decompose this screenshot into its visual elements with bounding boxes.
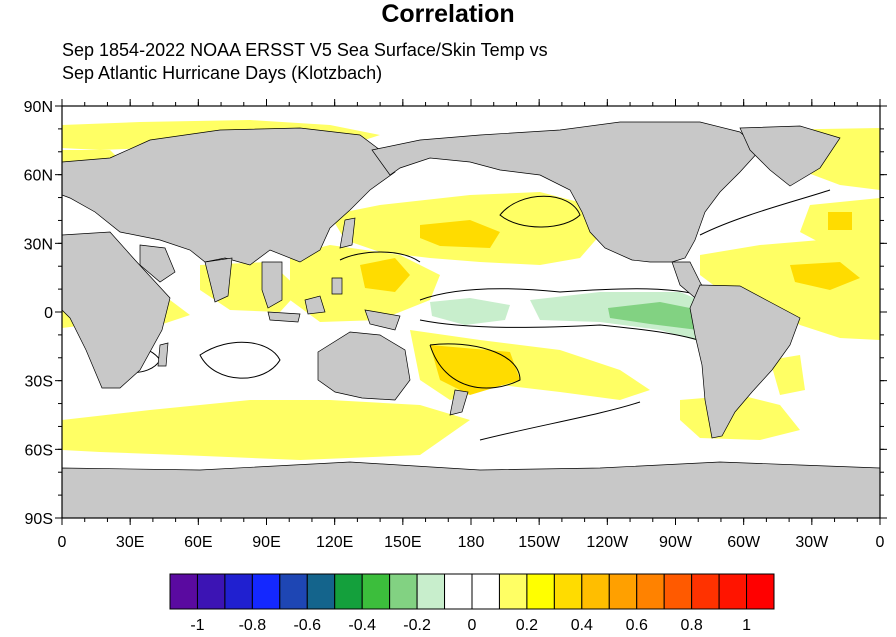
lon-label: 0 bbox=[876, 534, 885, 551]
colorbar-box bbox=[746, 573, 775, 610]
lon-label: 60W bbox=[727, 534, 761, 551]
colorbar-label: 0.4 bbox=[571, 617, 593, 634]
colorbar-label: 0 bbox=[468, 617, 477, 634]
longitude-labels: 0 30E 60E 90E 120E 150E 180 150W 120W 90W 60W 30W 0 bbox=[58, 534, 885, 551]
colorbar-box bbox=[389, 573, 418, 610]
lat-label: 60N bbox=[24, 168, 53, 185]
lon-label: 180 bbox=[458, 534, 485, 551]
land-masses bbox=[62, 121, 880, 518]
axis-ticks bbox=[55, 99, 887, 525]
colorbar-label: 1 bbox=[742, 617, 751, 634]
colorbar-labels: -1 -0.8 -0.6 -0.4 -0.2 0 0.2 0.4 0.6 0.8 1 bbox=[190, 617, 751, 634]
colorbar-boxes bbox=[169, 573, 775, 610]
lon-label: 120W bbox=[586, 534, 629, 551]
colorbar-box bbox=[553, 573, 583, 610]
colorbar-label: 0.6 bbox=[626, 617, 648, 634]
colorbar-box bbox=[196, 573, 226, 610]
colorbar-box bbox=[251, 573, 281, 610]
lon-label: 90W bbox=[659, 534, 693, 551]
colorbar-label: 0.2 bbox=[516, 617, 538, 634]
colorbar-box bbox=[444, 573, 473, 610]
lon-label: 120E bbox=[316, 534, 353, 551]
colorbar-box bbox=[581, 573, 610, 610]
lon-label: 150W bbox=[518, 534, 561, 551]
lat-label: 0 bbox=[44, 305, 53, 322]
colorbar-box bbox=[691, 573, 720, 610]
colorbar-box bbox=[334, 573, 363, 610]
lat-label: 30S bbox=[25, 374, 53, 391]
lon-label: 150E bbox=[384, 534, 421, 551]
lon-label: 90E bbox=[252, 534, 280, 551]
subtitle-line-2: Sep Atlantic Hurricane Days (Klotzbach) bbox=[62, 63, 383, 83]
colorbar-label: -0.8 bbox=[239, 617, 267, 634]
colorbar-label: 0.8 bbox=[681, 617, 703, 634]
colorbar-box bbox=[224, 573, 253, 610]
colorbar-label: -0.6 bbox=[293, 617, 321, 634]
colorbar-box bbox=[306, 573, 336, 610]
colorbar-box bbox=[526, 573, 555, 610]
colorbar-box bbox=[608, 573, 638, 610]
colorbar-box bbox=[361, 573, 391, 610]
lon-label: 30W bbox=[795, 534, 829, 551]
colorbar-box bbox=[636, 573, 665, 610]
colorbar-box bbox=[169, 573, 198, 610]
lon-label: 60E bbox=[184, 534, 212, 551]
lon-label: 0 bbox=[58, 534, 67, 551]
lat-label: 90N bbox=[24, 99, 53, 116]
colorbar-box bbox=[279, 573, 308, 610]
lat-label: 60S bbox=[25, 442, 53, 459]
colorbar-box bbox=[663, 573, 693, 610]
subtitle-line-1: Sep 1854-2022 NOAA ERSST V5 Sea Surface/… bbox=[62, 40, 548, 60]
colorbar-label: -0.4 bbox=[348, 617, 376, 634]
lat-label: 90S bbox=[25, 511, 53, 528]
latitude-labels: 90N 60N 30N 0 30S 60S 90S bbox=[24, 99, 53, 528]
colorbar-box bbox=[416, 573, 446, 610]
colorbar-box bbox=[498, 573, 528, 610]
lat-label: 30N bbox=[24, 236, 53, 253]
colorbar-box bbox=[471, 573, 500, 610]
chart-title: Correlation bbox=[381, 0, 515, 28]
colorbar-label: -0.2 bbox=[403, 617, 431, 634]
colorbar-label: -1 bbox=[190, 617, 204, 634]
colorbar-box bbox=[718, 573, 748, 610]
lon-label: 30E bbox=[116, 534, 144, 551]
